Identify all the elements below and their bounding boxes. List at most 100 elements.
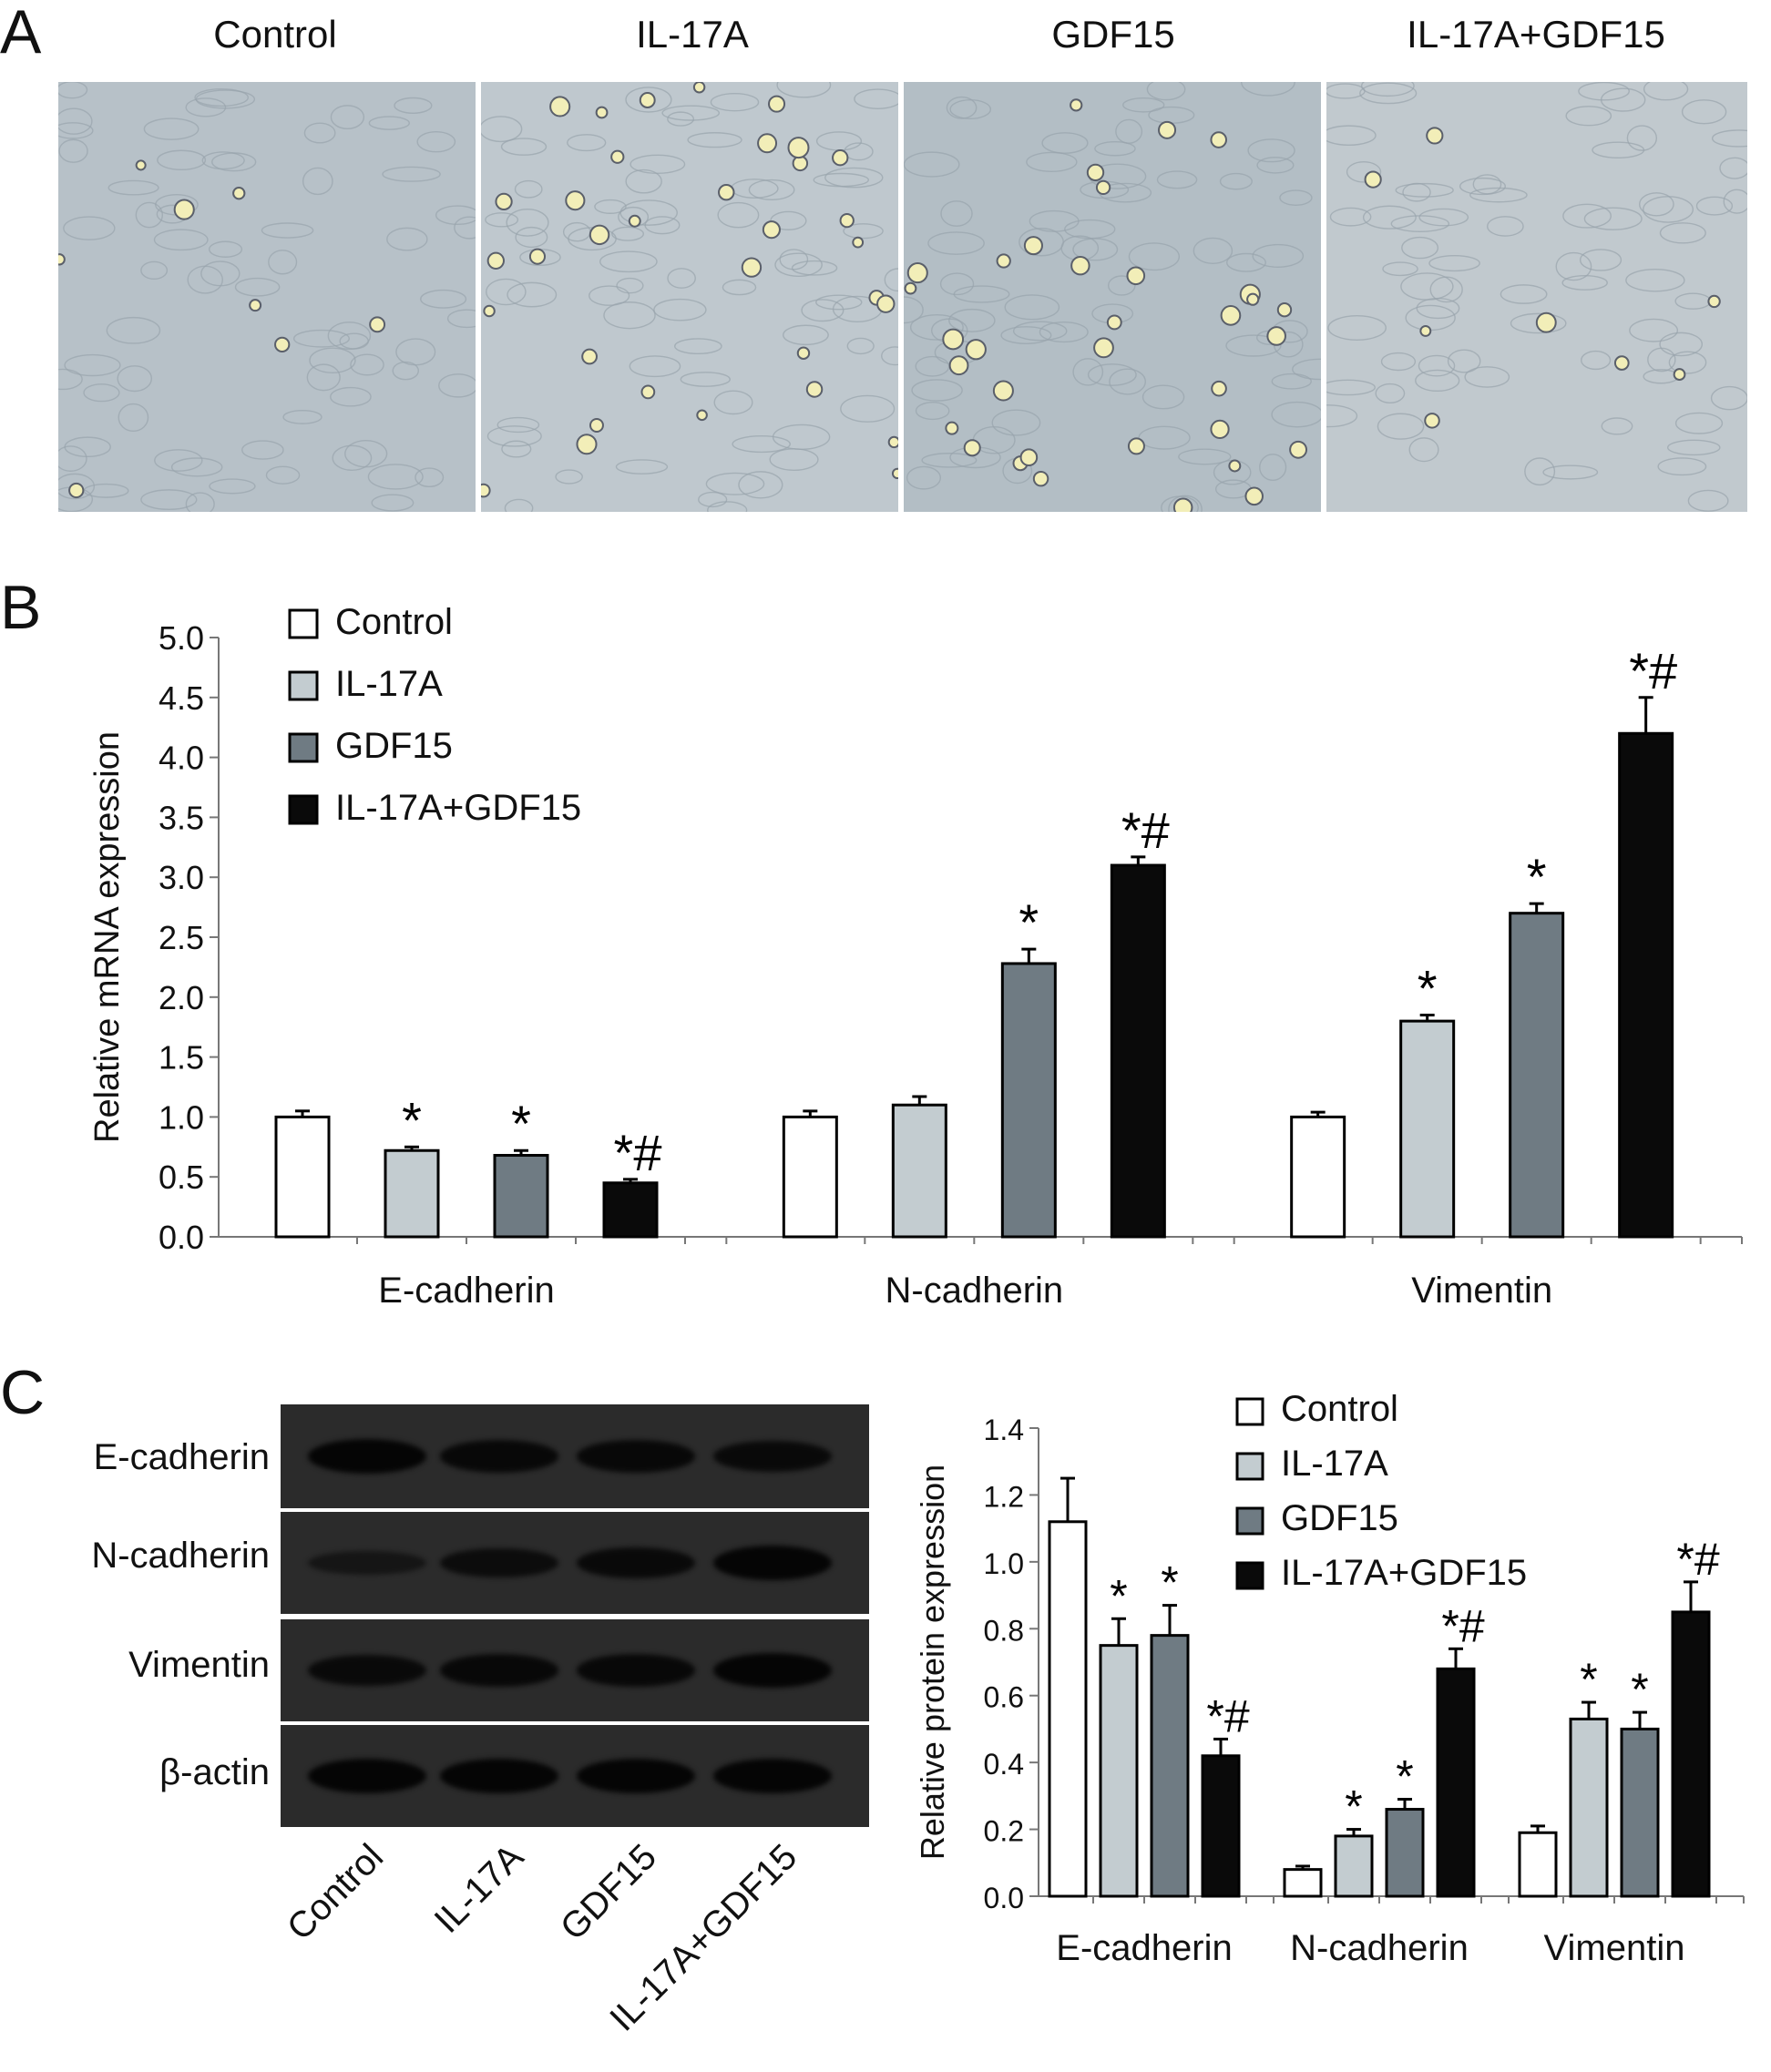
cell-outline [555, 469, 583, 485]
rounded-cell [741, 257, 763, 278]
blot-band [308, 1550, 426, 1576]
cell-outline [1583, 207, 1643, 230]
cell-outline [265, 465, 301, 485]
micrograph-gdf15 [904, 82, 1321, 512]
y-tick-label: 4.0 [159, 740, 204, 777]
rounded-cell [595, 106, 609, 119]
cell-outline [738, 471, 783, 499]
y-tick-label: 1.5 [159, 1039, 204, 1077]
cell-outline [927, 231, 985, 255]
bar-e-cadherin-1 [1099, 1644, 1139, 1898]
legend-label: IL-17A+GDF15 [335, 788, 581, 828]
legend-swatch [288, 732, 319, 763]
x-category-label: Vimentin [1411, 1271, 1552, 1311]
legend-swatch [288, 794, 319, 825]
cell-outline [625, 168, 662, 194]
rounded-cell [1244, 486, 1264, 506]
cell-outline [854, 88, 898, 109]
x-category-label: N-cadherin [1290, 1928, 1469, 1968]
rounded-cell [1095, 179, 1111, 196]
rounded-cell [581, 348, 598, 365]
cell-outline [350, 353, 384, 376]
rounded-cell [1019, 448, 1039, 467]
cell-outline [1292, 358, 1321, 381]
significance-mark: *# [1206, 1690, 1249, 1741]
cell-outline [140, 260, 169, 281]
cell-outline [1326, 379, 1376, 396]
y-tick-label: 2.5 [159, 919, 204, 956]
rounded-cell [1093, 337, 1114, 359]
cell-outline [481, 116, 523, 143]
blot-label-beta-actin: β-actin [159, 1752, 270, 1792]
cell-outline [1447, 349, 1481, 373]
cell-outline [64, 436, 111, 458]
cell-outline [953, 285, 1010, 303]
cell-outline [776, 82, 832, 98]
cell-outline [1004, 294, 1060, 321]
cell-outline [446, 309, 476, 329]
cell-outline [611, 226, 645, 241]
cell-outline [514, 179, 543, 199]
blot-band [440, 1547, 558, 1578]
cell-outline [1562, 203, 1612, 229]
cell-outline [1256, 157, 1295, 174]
cell-outline [1360, 82, 1415, 97]
rounded-cell [610, 149, 625, 164]
cell-outline [921, 453, 978, 468]
blot-band [577, 1759, 695, 1793]
cell-outline [946, 96, 978, 119]
bar-vimentin-1 [1569, 1717, 1609, 1898]
x-category-label: E-cadherin [1056, 1928, 1232, 1968]
rounded-cell [876, 294, 896, 313]
cell-outline [1115, 118, 1143, 144]
rounded-cell [1424, 413, 1440, 429]
significance-mark: * [1110, 1570, 1127, 1621]
rounded-cell [1246, 292, 1260, 306]
rounded-cell [135, 159, 147, 171]
rounded-cell [891, 467, 898, 480]
cell-outline [501, 440, 532, 458]
cell-outline [674, 338, 722, 355]
cell-outline [667, 268, 696, 289]
cell-outline [1012, 321, 1068, 342]
cell-outline [309, 347, 356, 373]
legend-label: GDF15 [1281, 1498, 1398, 1538]
significance-mark: * [1527, 848, 1547, 905]
cell-outline [1674, 292, 1712, 310]
cell-outline [949, 98, 992, 120]
cell-outline [1390, 215, 1450, 232]
rounded-cell [589, 418, 604, 433]
rounded-cell [1228, 459, 1242, 473]
legend-swatch [1235, 1397, 1264, 1426]
cell-outline [515, 226, 548, 249]
cell-outline [653, 298, 707, 322]
cell-outline [1555, 251, 1592, 281]
significance-mark: *# [614, 1124, 662, 1181]
cell-outline [194, 88, 249, 107]
cell-outline [1416, 297, 1460, 320]
panel-letter-c: C [0, 1358, 46, 1427]
cell-outline [1094, 140, 1136, 157]
y-tick-label: 1.2 [984, 1480, 1024, 1513]
rounded-cell [887, 435, 898, 449]
rounded-cell [1211, 380, 1227, 397]
x-category-label: N-cadherin [886, 1271, 1064, 1311]
cell-outline [415, 467, 445, 488]
cell-outline [772, 424, 831, 451]
cell-outline [500, 138, 548, 156]
cell-outline [58, 138, 88, 163]
cell-outline [1625, 268, 1685, 292]
cell-outline [732, 434, 791, 454]
y-tick-label: 1.0 [159, 1098, 204, 1136]
cell-outline [201, 151, 245, 170]
cell-outline [1072, 238, 1119, 261]
cell-outline [948, 308, 996, 332]
cell-outline [661, 105, 721, 121]
legend-label: Control [335, 602, 453, 642]
blot-band [713, 1653, 832, 1688]
cell-outline [1109, 368, 1147, 395]
cell-outline [1510, 312, 1567, 334]
significance-mark: *# [1676, 1534, 1719, 1585]
cell-outline [1469, 187, 1528, 203]
cell-outline [599, 250, 658, 273]
